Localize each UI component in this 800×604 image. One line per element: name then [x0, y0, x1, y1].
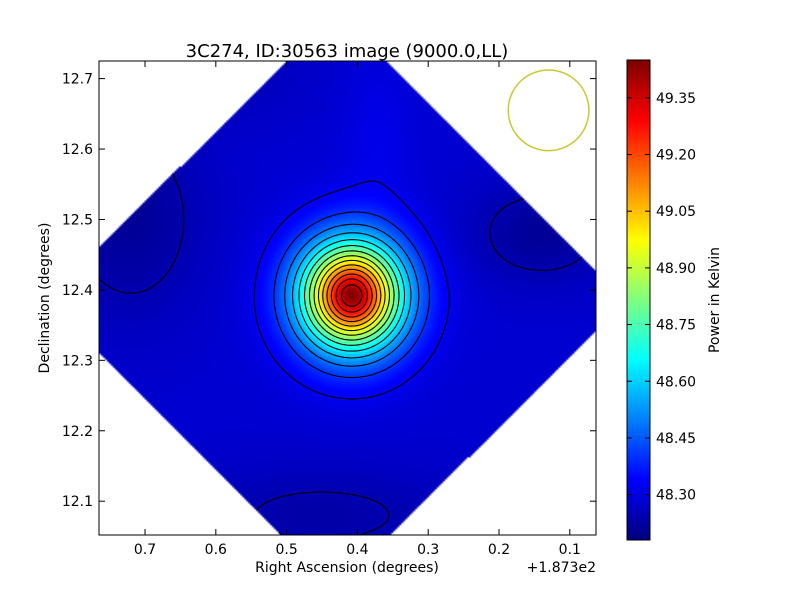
colorbar: 48.30 48.45 48.60 48.75 48.90 49.05 49.20 49.35… — [626, 59, 723, 541]
colorbar-tick-label: 48.60 — [656, 374, 696, 390]
heatmap-image — [99, 61, 596, 535]
x-tick-label: 0.3 — [417, 542, 439, 558]
colorbar-gradient — [627, 60, 650, 540]
contour-level-14 — [335, 278, 368, 313]
contour-level-5 — [292, 232, 412, 359]
x-tick-label: 0.6 — [205, 542, 227, 558]
contour-level-3 — [273, 211, 431, 379]
contour-level-10 — [317, 259, 386, 332]
colorbar-tick-label: 48.45 — [656, 431, 696, 447]
contour-level-4 — [284, 223, 420, 367]
colorbar-tick-label: 48.30 — [656, 488, 696, 504]
colorbar-tick-label: 49.35 — [656, 91, 696, 107]
x-tick-label: 0.5 — [275, 542, 297, 558]
contour-lines — [99, 173, 583, 535]
plot-area — [98, 60, 597, 536]
y-axis-label: Declination (degrees) — [37, 223, 53, 374]
contour-level-13 — [330, 273, 373, 318]
x-tick-label: 0.1 — [559, 542, 581, 558]
colorbar-tick-label: 48.90 — [656, 261, 696, 277]
plot-frame — [98, 60, 597, 536]
y-tick-label: 12.6 — [62, 142, 93, 158]
y-axis-ticks: 12.1 12.2 12.3 12.4 12.5 12.6 12.7 — [62, 72, 596, 510]
contour-level-7 — [303, 244, 400, 346]
beam-circle — [507, 69, 590, 152]
colorbar-tick-label: 49.05 — [656, 204, 696, 220]
heatmap-raster — [99, 61, 596, 535]
y-tick-label: 12.4 — [62, 283, 93, 299]
colorbar-ticks: 48.30 48.45 48.60 48.75 48.90 49.05 49.20 49.35 — [627, 91, 696, 504]
x-axis-label: Right Ascension (degrees) — [255, 560, 439, 576]
colorbar-tick-label: 48.75 — [656, 318, 696, 334]
contour-level-11 — [322, 264, 382, 327]
x-tick-label: 0.4 — [346, 542, 368, 558]
y-tick-label: 12.1 — [62, 494, 93, 510]
chart-title: 3C274, ID:30563 image (9000.0,LL) — [186, 41, 509, 62]
x-tick-label: 0.2 — [488, 542, 510, 558]
y-tick-label: 12.2 — [62, 424, 93, 440]
contour-level-6 — [298, 239, 406, 352]
x-tick-label: 0.7 — [134, 542, 156, 558]
x-axis-ticks: 0.7 0.6 0.5 0.4 0.3 0.2 0.1 — [134, 61, 581, 558]
colorbar-label: Power in Kelvin — [707, 247, 723, 353]
colorbar-frame — [626, 59, 651, 541]
contour-level-12 — [326, 268, 378, 323]
y-tick-label: 12.3 — [62, 353, 93, 369]
x-offset-label: +1.873e2 — [527, 560, 596, 576]
colorbar-tick-label: 49.20 — [656, 147, 696, 163]
y-tick-label: 12.5 — [62, 212, 93, 228]
y-tick-label: 12.7 — [62, 72, 93, 88]
contour-level-9 — [313, 255, 391, 336]
contour-level-1 — [99, 173, 583, 535]
contour-level-15 — [341, 284, 363, 307]
contour-level-8 — [308, 250, 395, 341]
contour-level-2 — [253, 180, 450, 400]
